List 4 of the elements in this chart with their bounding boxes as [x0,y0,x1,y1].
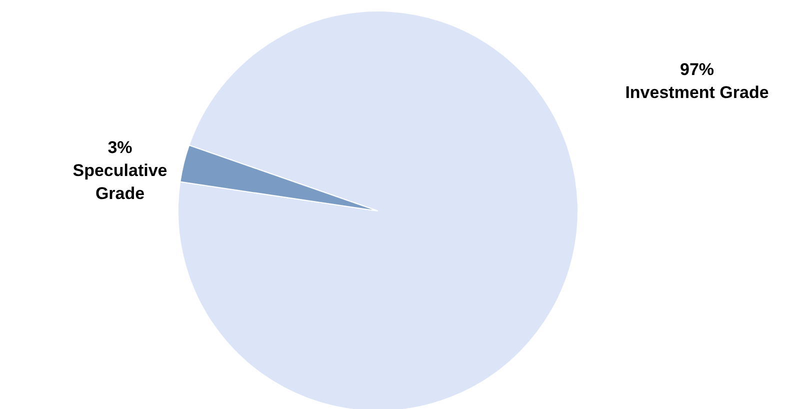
data-label: 3% [108,138,132,157]
data-label: 97% [680,60,714,79]
slice-label: Investment Grade [625,83,769,102]
slice-label: Speculative Grade [72,161,168,203]
